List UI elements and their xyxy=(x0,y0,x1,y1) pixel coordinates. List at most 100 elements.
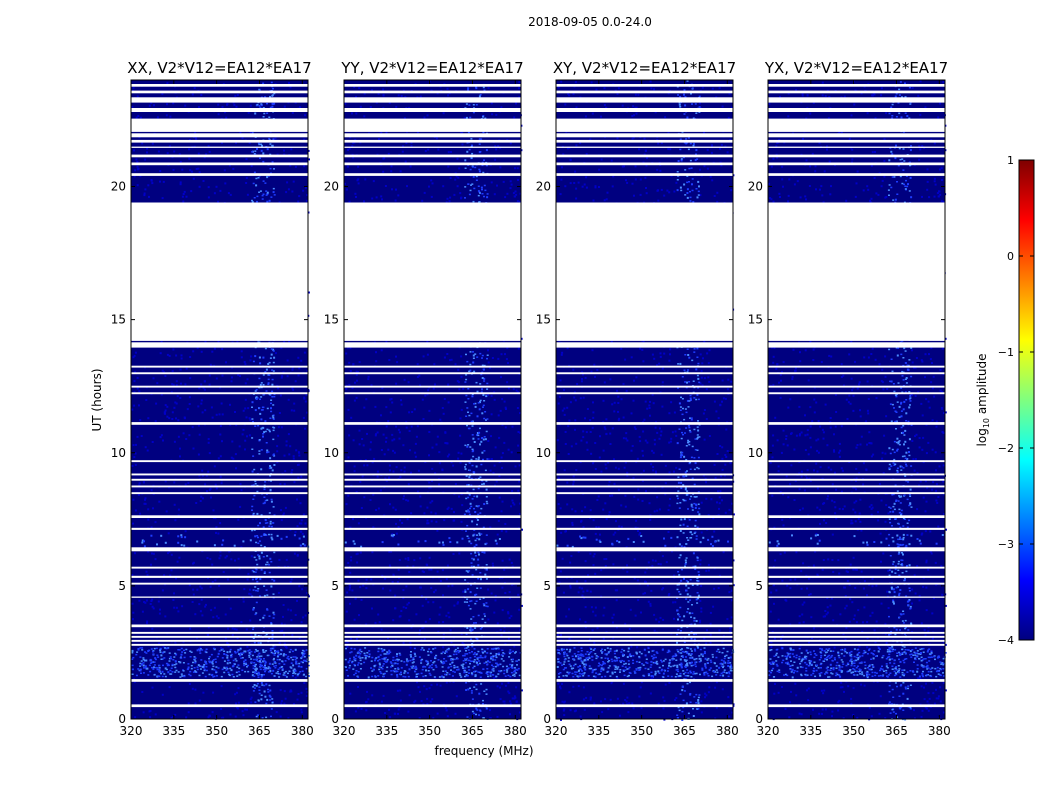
heatmap-cell xyxy=(474,539,477,542)
heatmap-cell xyxy=(413,408,416,411)
heatmap-cell xyxy=(507,681,510,684)
heatmap-cell xyxy=(285,645,288,648)
heatmap-cell xyxy=(471,434,474,436)
heatmap-cell xyxy=(473,529,476,531)
heatmap-cell xyxy=(250,658,253,660)
heatmap-cell xyxy=(237,518,240,521)
heatmap-cell xyxy=(405,499,408,502)
heatmap-cell xyxy=(398,652,401,655)
heatmap-cell xyxy=(292,455,295,458)
heatmap-cell xyxy=(265,683,268,686)
heatmap-cell xyxy=(380,628,383,631)
heatmap-cell xyxy=(462,660,465,662)
heatmap-cell xyxy=(390,534,393,537)
heatmap-cell xyxy=(282,604,285,606)
heatmap-cell xyxy=(347,561,350,564)
heatmap-cell xyxy=(278,676,281,678)
heatmap-cell xyxy=(349,657,351,660)
heatmap-cell xyxy=(656,662,659,665)
heatmap-cell xyxy=(271,94,274,96)
heatmap-cell xyxy=(252,667,255,670)
heatmap-cell xyxy=(385,425,388,428)
heatmap-cell xyxy=(471,645,474,648)
data-gap xyxy=(344,162,521,166)
heatmap-cell xyxy=(159,608,161,611)
heatmap-cell xyxy=(145,399,148,401)
heatmap-cell xyxy=(272,522,275,524)
heatmap-cell xyxy=(467,164,470,166)
heatmap-cell xyxy=(202,691,205,694)
heatmap-cell xyxy=(426,114,429,117)
heatmap-cell xyxy=(298,522,301,525)
heatmap-cell xyxy=(345,647,347,650)
heatmap-cell xyxy=(161,693,164,696)
heatmap-cell xyxy=(489,366,491,369)
heatmap-cell xyxy=(297,374,300,377)
heatmap-cell xyxy=(247,702,250,705)
heatmap-cell xyxy=(175,653,178,656)
heatmap-cell xyxy=(166,415,169,418)
heatmap-cell xyxy=(154,521,157,524)
heatmap-cell xyxy=(491,668,494,671)
heatmap-cell xyxy=(463,513,466,516)
heatmap-cell xyxy=(252,514,255,516)
heatmap-cell xyxy=(453,667,456,669)
heatmap-cell xyxy=(385,670,388,673)
heatmap-cell xyxy=(515,668,518,671)
heatmap-cell xyxy=(390,673,393,676)
heatmap-cell xyxy=(488,671,491,673)
heatmap-cell xyxy=(493,398,496,401)
heatmap-cell xyxy=(444,706,447,709)
heatmap-cell xyxy=(152,667,155,670)
heatmap-cell xyxy=(181,168,184,171)
heatmap-cell xyxy=(473,471,476,474)
heatmap-cell xyxy=(427,662,430,665)
heatmap-cell xyxy=(179,455,181,458)
heatmap-cell xyxy=(291,650,294,653)
heatmap-cell xyxy=(133,404,136,407)
heatmap-cell xyxy=(237,664,240,666)
heatmap-cell xyxy=(211,661,214,663)
heatmap-cell xyxy=(251,406,253,408)
heatmap-cell xyxy=(272,506,275,508)
heatmap-cell xyxy=(519,493,522,496)
heatmap-cell xyxy=(263,431,266,434)
heatmap-cell xyxy=(295,657,298,659)
heatmap-cell xyxy=(420,595,423,597)
heatmap-cell xyxy=(472,449,475,452)
heatmap-cell xyxy=(219,189,222,192)
heatmap-cell xyxy=(512,501,515,504)
heatmap-cell xyxy=(275,664,278,667)
heatmap-cell xyxy=(274,662,277,664)
data-gap xyxy=(131,485,308,488)
data-gap xyxy=(344,108,521,112)
heatmap-cell xyxy=(723,474,726,477)
heatmap-cell xyxy=(219,433,222,436)
heatmap-cell xyxy=(651,449,654,452)
heatmap-cell xyxy=(386,660,389,663)
heatmap-cell xyxy=(668,471,671,474)
heatmap-cell xyxy=(479,598,482,600)
heatmap-cell xyxy=(221,716,224,719)
heatmap-cell xyxy=(253,684,256,686)
heatmap-cell xyxy=(487,588,490,591)
heatmap-cell xyxy=(255,184,258,187)
heatmap-cell xyxy=(674,601,677,604)
heatmap-cell xyxy=(563,469,566,472)
heatmap-cell xyxy=(231,634,234,636)
heatmap-cell xyxy=(139,670,142,672)
heatmap-cell xyxy=(448,673,451,676)
heatmap-cell xyxy=(480,507,483,510)
heatmap-cell xyxy=(267,691,270,693)
heatmap-cell xyxy=(384,672,386,675)
heatmap-cell xyxy=(484,411,487,413)
heatmap-cell xyxy=(711,535,714,538)
data-gap xyxy=(131,133,308,138)
heatmap-cell xyxy=(468,148,471,151)
heatmap-cell xyxy=(668,412,671,415)
heatmap-cell xyxy=(706,352,709,355)
heatmap-cell xyxy=(425,688,428,691)
heatmap-cell xyxy=(272,348,275,351)
heatmap-cell xyxy=(234,715,237,718)
heatmap-cell xyxy=(275,672,278,674)
